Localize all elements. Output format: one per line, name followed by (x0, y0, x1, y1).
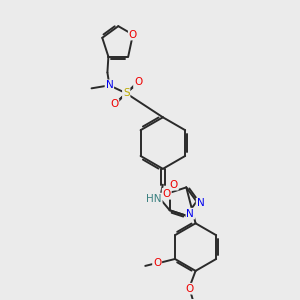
Text: HN: HN (146, 194, 162, 203)
Text: O: O (163, 189, 171, 199)
Text: N: N (186, 209, 194, 219)
Text: N: N (106, 80, 113, 90)
Text: O: O (134, 77, 142, 87)
Text: O: O (170, 180, 178, 190)
Text: O: O (185, 284, 194, 294)
Text: O: O (129, 30, 137, 40)
Text: S: S (123, 88, 130, 98)
Text: N: N (197, 199, 204, 208)
Text: O: O (153, 258, 161, 268)
Text: O: O (110, 99, 118, 109)
